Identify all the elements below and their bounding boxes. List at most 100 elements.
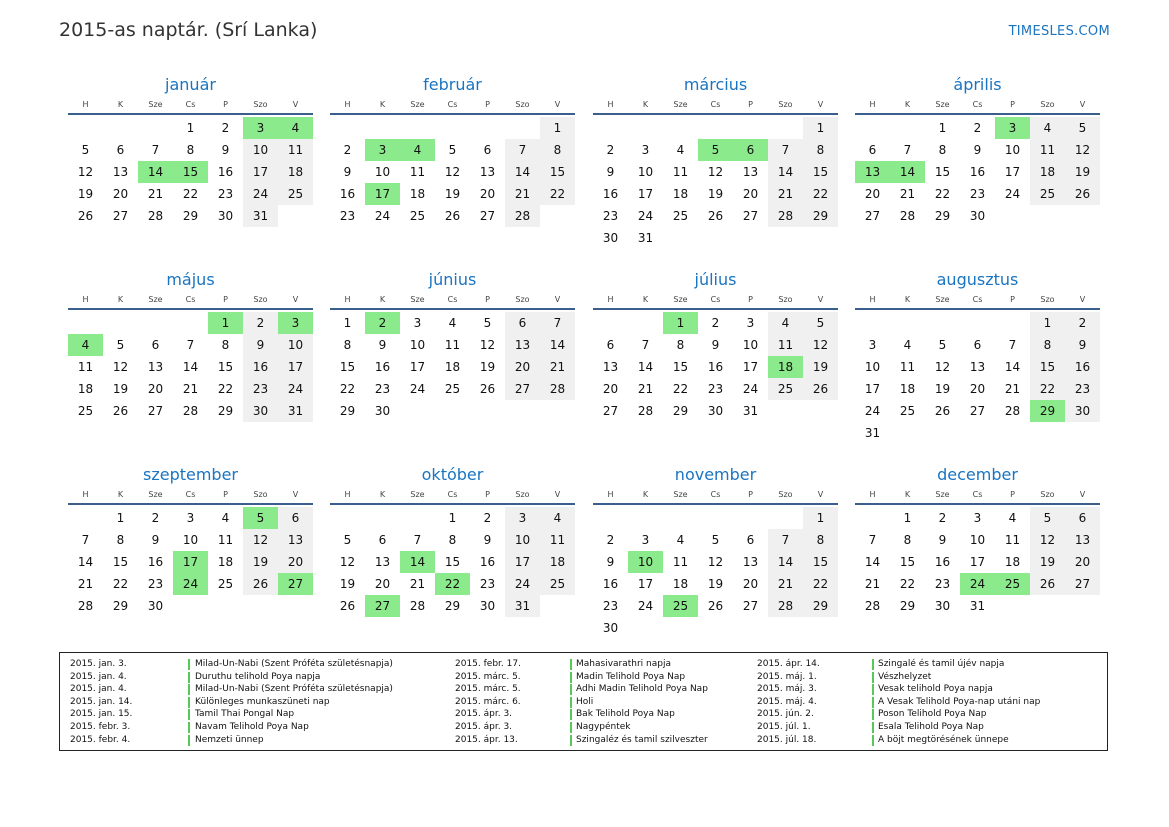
- holiday-list-item: 2015. jan. 15. Tamil Thai Pongal Nap: [60, 708, 1107, 721]
- day-cell: 10: [742, 338, 759, 352]
- holiday-list: 2015. jan. 3. Milad-Un-Nabi (Szent Prófét…: [59, 652, 1108, 751]
- day-cell: 25: [540, 573, 575, 595]
- day-cell: 27: [1065, 573, 1100, 595]
- weekday-label: K: [379, 490, 386, 499]
- day-cell: 30: [969, 209, 986, 223]
- day-cell: 18: [1004, 555, 1021, 569]
- holiday-name: Mahasivarathri napja: [576, 659, 671, 669]
- day-cell: 29: [217, 404, 234, 418]
- day-cell: 29: [339, 404, 356, 418]
- day-cell: 31: [278, 400, 313, 422]
- day-cell: 14: [637, 360, 654, 374]
- holiday-marker: [872, 696, 874, 708]
- weekday-label: V: [292, 295, 299, 304]
- holiday-date: 2015. jan. 4.: [70, 684, 127, 695]
- weekday-label: K: [904, 295, 911, 304]
- holiday-date: 2015. ápr. 3.: [455, 709, 513, 720]
- day-cell: 15: [899, 555, 916, 569]
- holiday-name: Tamil Thai Pongal Nap: [195, 709, 295, 720]
- day-cell: 22: [672, 382, 689, 396]
- day-cell: 26: [479, 382, 496, 396]
- holiday-marker: [872, 659, 874, 670]
- holiday-day-cell: 3: [995, 117, 1030, 139]
- holiday-marker: [570, 671, 572, 683]
- weekday-label: K: [379, 100, 386, 109]
- day-cell: 27: [505, 378, 540, 400]
- day-cell: 27: [112, 209, 129, 223]
- day-cell: 2: [606, 533, 615, 547]
- holiday-name: Vészhelyzet: [878, 671, 932, 682]
- day-cell: 5: [81, 143, 90, 157]
- day-cell: 9: [606, 165, 615, 179]
- weekday-label: H: [607, 100, 614, 109]
- day-cell: 21: [182, 382, 199, 396]
- holiday-day-cell: 5: [698, 139, 733, 161]
- day-cell: 29: [182, 209, 199, 223]
- day-cell: 21: [147, 187, 164, 201]
- holiday-day-cell: 1: [208, 312, 243, 334]
- day-cell: 30: [707, 404, 724, 418]
- day-cell: 25: [768, 378, 803, 400]
- day-cell: 30: [479, 599, 496, 613]
- month-name: június: [428, 270, 477, 289]
- day-cell: 14: [77, 555, 94, 569]
- day-cell: 9: [343, 165, 352, 179]
- holiday-marker: [570, 709, 572, 721]
- weekday-label: H: [869, 295, 876, 304]
- weekday-label: V: [554, 100, 561, 109]
- holiday-marker: [570, 659, 572, 670]
- day-cell: 24: [374, 209, 391, 223]
- weekday-label: V: [817, 295, 824, 304]
- day-cell: 8: [803, 139, 838, 161]
- holiday-marker: [188, 684, 190, 696]
- holiday-name: Szingalé és tamil újév napja: [878, 659, 1005, 669]
- day-cell: 5: [938, 338, 947, 352]
- day-cell: 12: [112, 360, 129, 374]
- weekday-label: V: [554, 295, 561, 304]
- weekday-label: Cs: [710, 100, 721, 109]
- day-cell: 12: [707, 555, 724, 569]
- day-cell: 23: [969, 187, 986, 201]
- day-cell: 20: [374, 577, 391, 591]
- day-cell: 1: [803, 507, 838, 529]
- month-header-rule: [855, 503, 1100, 505]
- day-cell: 16: [147, 555, 164, 569]
- holiday-day-cell: 3: [243, 117, 278, 139]
- day-cell: 12: [1065, 139, 1100, 161]
- weekday-label: Szo: [778, 490, 793, 499]
- day-cell: 22: [112, 577, 129, 591]
- day-cell: 24: [637, 599, 654, 613]
- holiday-name: Adhi Madin Telihold Poya Nap: [576, 684, 708, 695]
- month-header-rule: [68, 308, 313, 310]
- day-cell: 8: [1030, 334, 1065, 356]
- day-cell: 2: [151, 511, 160, 525]
- day-cell: 26: [1030, 573, 1065, 595]
- day-cell: 17: [864, 382, 881, 396]
- day-cell: 13: [969, 360, 986, 374]
- brand-link[interactable]: TIMESLES.COM: [1008, 24, 1110, 39]
- day-cell: 7: [768, 139, 803, 161]
- day-cell: 22: [540, 183, 575, 205]
- day-cell: 6: [378, 533, 387, 547]
- day-cell: 29: [803, 595, 838, 617]
- day-cell: 17: [505, 551, 540, 573]
- day-cell: 13: [505, 334, 540, 356]
- day-cell: 19: [1065, 161, 1100, 183]
- holiday-date: 2015. febr. 3.: [70, 722, 131, 732]
- day-cell: 22: [899, 577, 916, 591]
- holiday-date: 2015. júl. 1.: [757, 722, 811, 732]
- day-cell: 26: [339, 599, 356, 613]
- day-cell: 18: [278, 161, 313, 183]
- day-cell: 8: [803, 529, 838, 551]
- day-cell: 21: [768, 573, 803, 595]
- day-cell: 7: [413, 533, 422, 547]
- day-cell: 21: [505, 183, 540, 205]
- day-cell: 15: [540, 161, 575, 183]
- day-cell: 26: [77, 209, 94, 223]
- holiday-day-cell: 29: [1030, 400, 1065, 422]
- day-cell: 4: [221, 511, 230, 525]
- holiday-name: A Vesak Telihold Poya-nap utáni nap: [878, 696, 1041, 707]
- day-cell: 26: [112, 404, 129, 418]
- month-header-rule: [68, 113, 313, 115]
- weekday-label: V: [554, 490, 561, 499]
